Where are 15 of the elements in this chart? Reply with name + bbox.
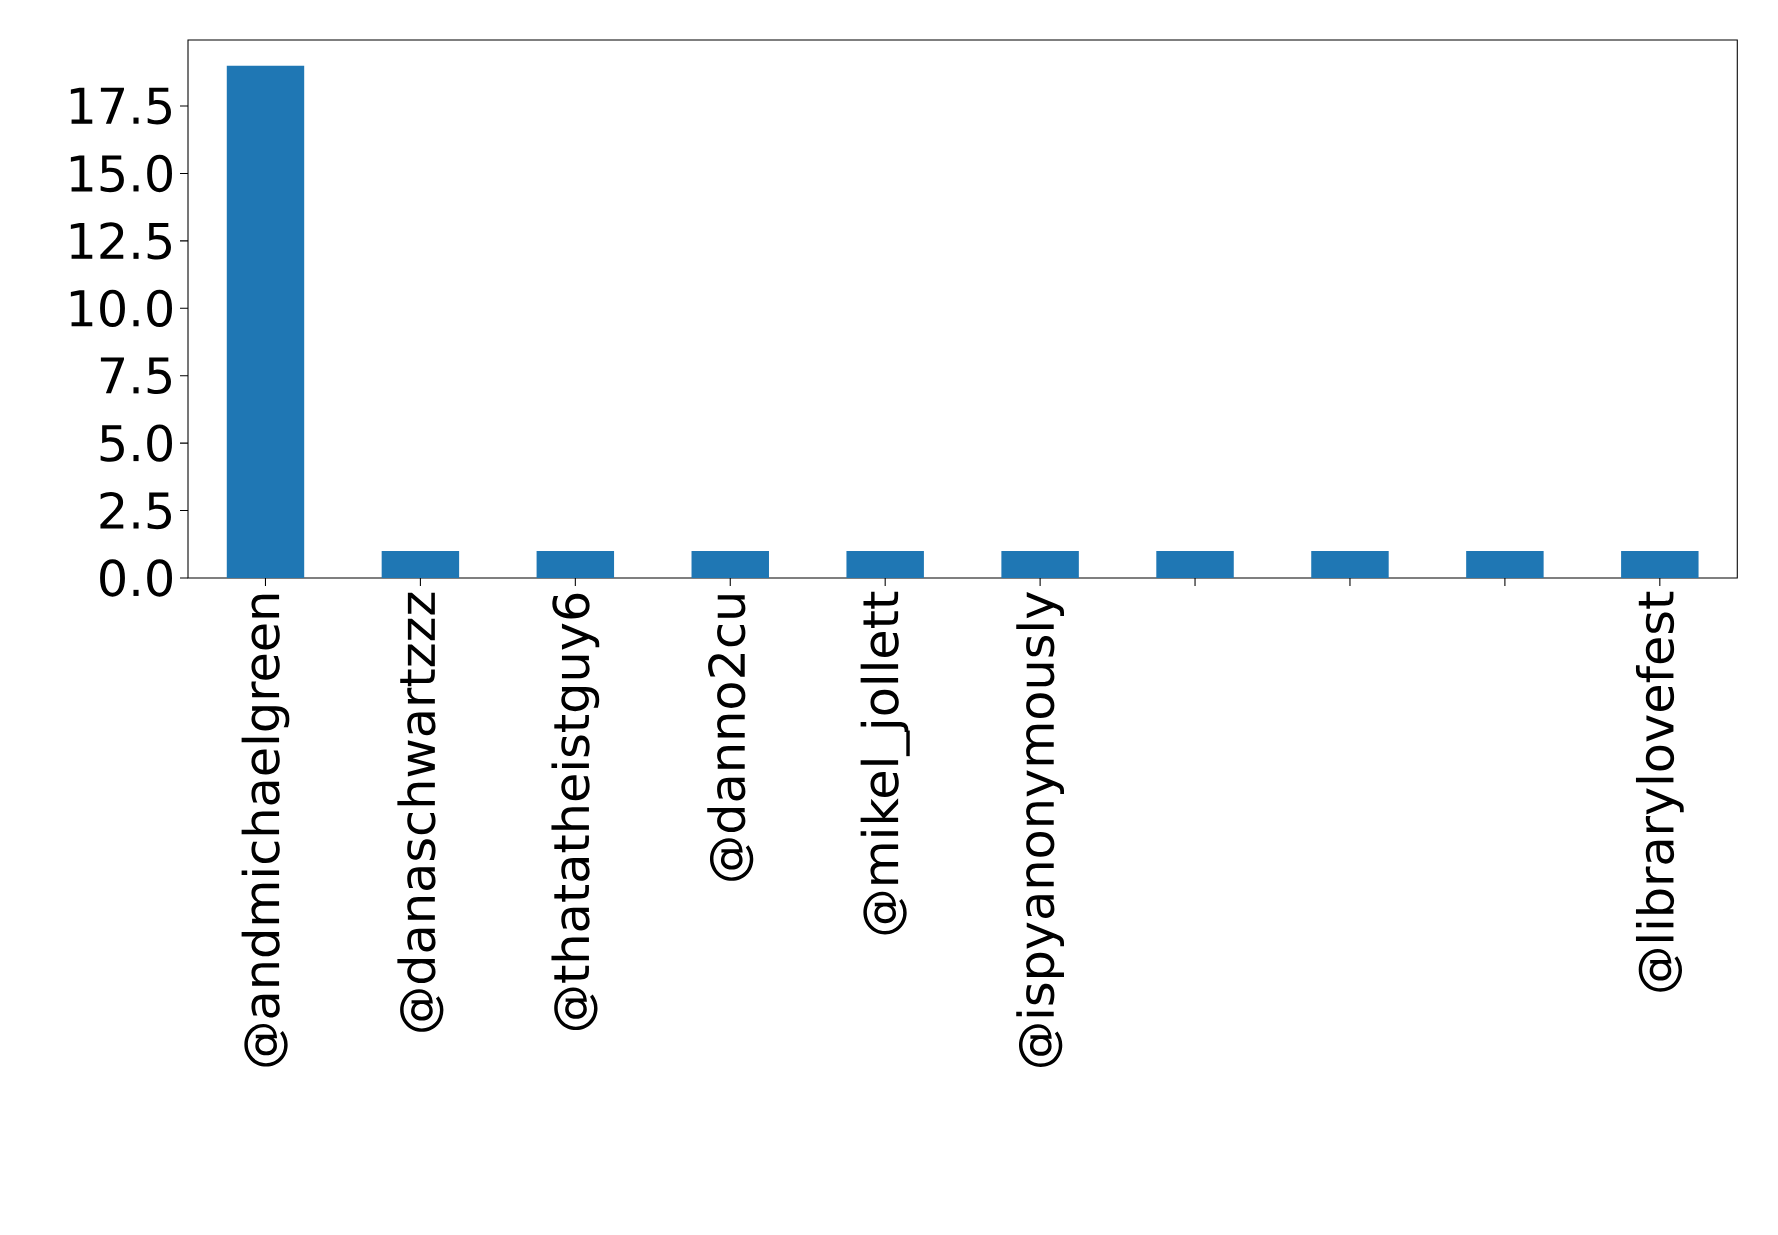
y-tick-label: 10.0 (70, 289, 172, 328)
x-tick-label: @thatatheistguy6 (551, 593, 600, 1031)
y-tick-label: 7.5 (100, 357, 171, 395)
x-tick-label: @librarylovefest (1635, 592, 1684, 992)
x-tick-label: @danaschwartzzz (397, 592, 444, 1032)
x-tick-label: @mikel_jollett (860, 592, 910, 935)
y-tick-label: 15.0 (70, 155, 172, 193)
x-tick-label: @ispyanonymously (1016, 592, 1064, 1068)
x-tick-label: @danno2cu (707, 595, 754, 881)
y-tick-label: 12.5 (70, 222, 171, 260)
y-tick-label: 5.0 (100, 424, 173, 462)
y-tick-label: 0.0 (100, 559, 173, 597)
y-tick-label: 2.5 (100, 492, 171, 530)
y-tick-label: 17.5 (70, 87, 171, 125)
x-tick-label: @andmichaelgreen (241, 594, 290, 1067)
